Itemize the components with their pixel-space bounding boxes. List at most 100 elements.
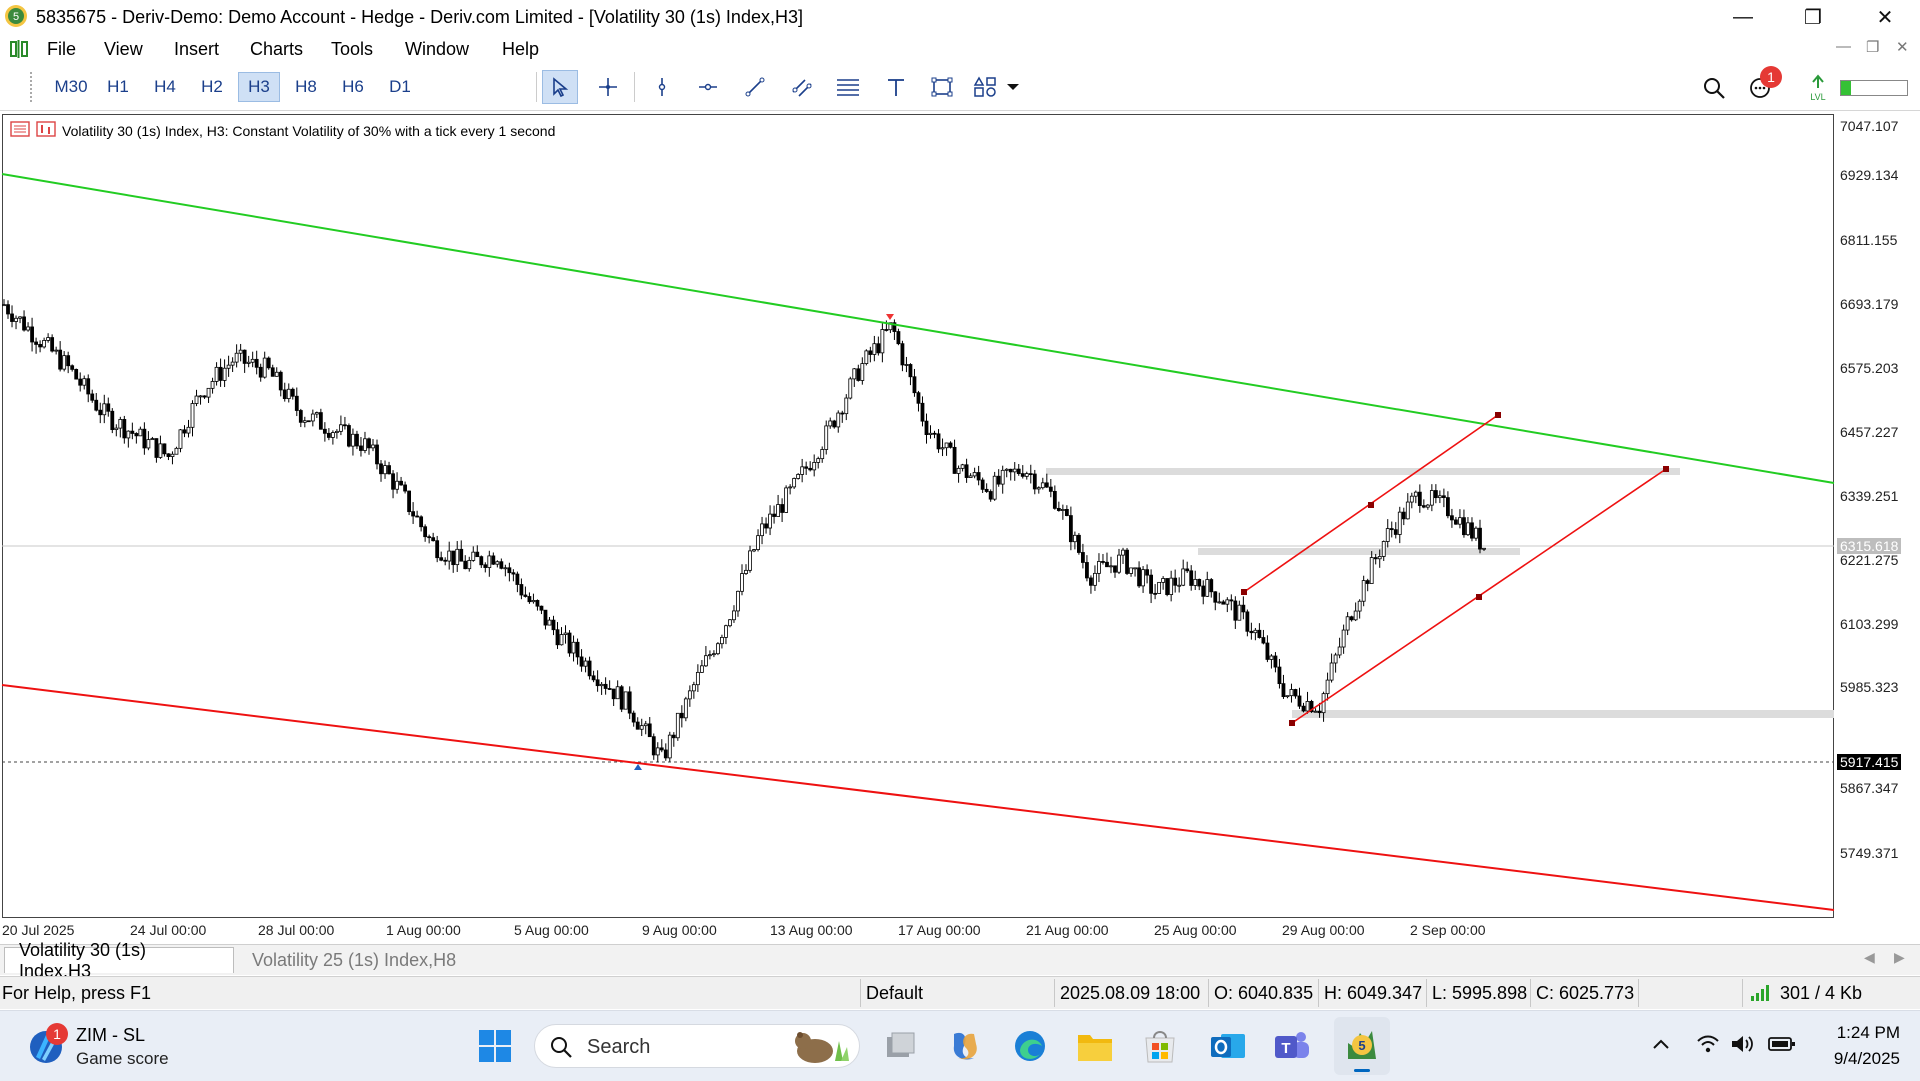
tab-volatility-25[interactable]: Volatility 25 (1s) Index,H8	[252, 949, 457, 970]
candle-body	[487, 555, 492, 568]
list-icon[interactable]	[10, 121, 30, 140]
candle-body	[800, 466, 805, 475]
candle-body	[579, 656, 584, 667]
wifi-icon[interactable]	[1696, 1033, 1720, 1055]
candle-body	[1429, 490, 1434, 506]
candle-body	[186, 426, 191, 434]
mt5-taskbar-button[interactable]: 5	[1334, 1017, 1390, 1075]
timeframe-h4[interactable]: H4	[154, 77, 176, 96]
menu-tools[interactable]: Tools	[331, 39, 374, 59]
copilot-icon[interactable]	[942, 1024, 986, 1068]
text-icon[interactable]	[878, 70, 914, 104]
volume-icon[interactable]	[1730, 1033, 1756, 1055]
task-view-icon[interactable]	[878, 1024, 922, 1068]
clock-date[interactable]: 9/4/2025	[1833, 1049, 1900, 1068]
chart-window[interactable]: Volatility 30 (1s) Index, H3: Constant V…	[0, 112, 1920, 944]
level-icon[interactable]: LVL	[1806, 74, 1830, 102]
candle-body	[555, 629, 560, 646]
candle-body	[334, 430, 339, 433]
chevron-up-icon[interactable]	[1650, 1033, 1672, 1055]
minimize-button[interactable]: —	[1733, 5, 1753, 28]
chart-area[interactable]	[2, 114, 1834, 918]
microsoft-store-icon[interactable]	[1138, 1024, 1182, 1068]
candle-body	[724, 625, 728, 638]
candle-body	[431, 537, 436, 542]
candle-body	[491, 555, 496, 565]
timeframe-h6[interactable]: H6	[342, 77, 364, 96]
candle-body	[26, 326, 30, 331]
timeframe-d1[interactable]: D1	[389, 77, 411, 96]
candle-body	[631, 712, 636, 723]
candle-body	[1365, 580, 1370, 584]
child-minimize-icon[interactable]: —	[1836, 38, 1851, 55]
widget-title[interactable]: ZIM - SL	[76, 1025, 146, 1045]
chart-bars-icon[interactable]	[10, 40, 30, 58]
candle-body	[274, 371, 279, 377]
tab-scroll-left-icon[interactable]: ◀	[1864, 949, 1875, 965]
status-separator	[860, 979, 861, 1007]
crosshair-icon[interactable]	[590, 70, 626, 104]
vertical-line-icon[interactable]	[644, 70, 680, 104]
restore-button[interactable]: ❐	[1804, 6, 1822, 29]
timeframe-h2[interactable]: H2	[201, 77, 223, 96]
price-chart[interactable]	[0, 112, 1920, 944]
cursor-icon[interactable]	[542, 70, 578, 104]
teams-icon[interactable]: T	[1270, 1024, 1314, 1068]
horizontal-line-icon[interactable]	[690, 70, 726, 104]
candle-body	[1389, 528, 1394, 531]
candle-body	[1325, 679, 1330, 695]
outlook-icon[interactable]	[1206, 1024, 1250, 1068]
close-button[interactable]: ✕	[1876, 6, 1894, 29]
candle-body	[1458, 517, 1462, 525]
menu-file[interactable]: File	[47, 39, 77, 59]
candle-body	[1253, 629, 1258, 634]
trend-line-icon[interactable]	[737, 70, 773, 104]
price-label: 5867.347	[1840, 780, 1899, 796]
timeframe-m30[interactable]: M30	[54, 77, 88, 96]
timeframe-h8[interactable]: H8	[295, 77, 317, 96]
candle-body	[1213, 591, 1218, 603]
search-icon[interactable]	[1702, 76, 1726, 100]
candle-body	[222, 367, 227, 381]
child-restore-icon[interactable]: ❐	[1866, 39, 1880, 56]
taskbar-search-input[interactable]: Search	[534, 1024, 860, 1068]
menu-charts[interactable]: Charts	[250, 39, 304, 59]
edge-icon[interactable]	[1008, 1024, 1052, 1068]
menu-insert[interactable]: Insert	[174, 39, 220, 59]
candle-body	[503, 567, 508, 570]
candle-body	[218, 366, 223, 381]
candle-body	[772, 513, 776, 517]
candle-body	[824, 425, 829, 450]
candle-body	[82, 378, 87, 386]
candle-body	[1117, 554, 1121, 573]
fibonacci-icon[interactable]	[830, 70, 866, 104]
tab-volatility-30[interactable]: Volatility 30 (1s) Index,H3	[4, 940, 234, 981]
status-open: O: 6040.835	[1214, 983, 1314, 1003]
menu-window[interactable]: Window	[405, 39, 470, 59]
candle-body	[1301, 705, 1306, 712]
candle-body	[54, 349, 59, 352]
file-explorer-icon[interactable]	[1073, 1024, 1117, 1068]
menu-view[interactable]: View	[104, 39, 143, 59]
candle-body	[1229, 599, 1234, 602]
symbol-chart-icon[interactable]	[36, 121, 56, 140]
status-high: H: 6049.347	[1324, 983, 1423, 1003]
objects-icon[interactable]	[970, 70, 1026, 104]
candle-body	[310, 413, 315, 422]
channel-icon[interactable]	[784, 70, 820, 104]
timeframe-h1[interactable]: H1	[107, 77, 129, 96]
battery-icon[interactable]	[1768, 1035, 1796, 1053]
clock-time[interactable]: 1:24 PM	[1836, 1023, 1900, 1042]
candle-body	[892, 322, 897, 332]
price-label: 7047.107	[1840, 118, 1899, 134]
tab-scroll-right-icon[interactable]: ▶	[1894, 949, 1905, 965]
menu-help[interactable]: Help	[502, 39, 540, 59]
windows-start-icon[interactable]	[473, 1024, 517, 1068]
child-close-icon[interactable]: ✕	[1896, 39, 1909, 56]
date-label: 25 Aug 00:00	[1154, 922, 1237, 938]
shapes-icon[interactable]	[924, 70, 960, 104]
timeframe-h3[interactable]: H3	[238, 72, 280, 102]
candle-body	[675, 712, 680, 739]
candle-body	[587, 660, 592, 677]
candle-body	[860, 363, 865, 381]
